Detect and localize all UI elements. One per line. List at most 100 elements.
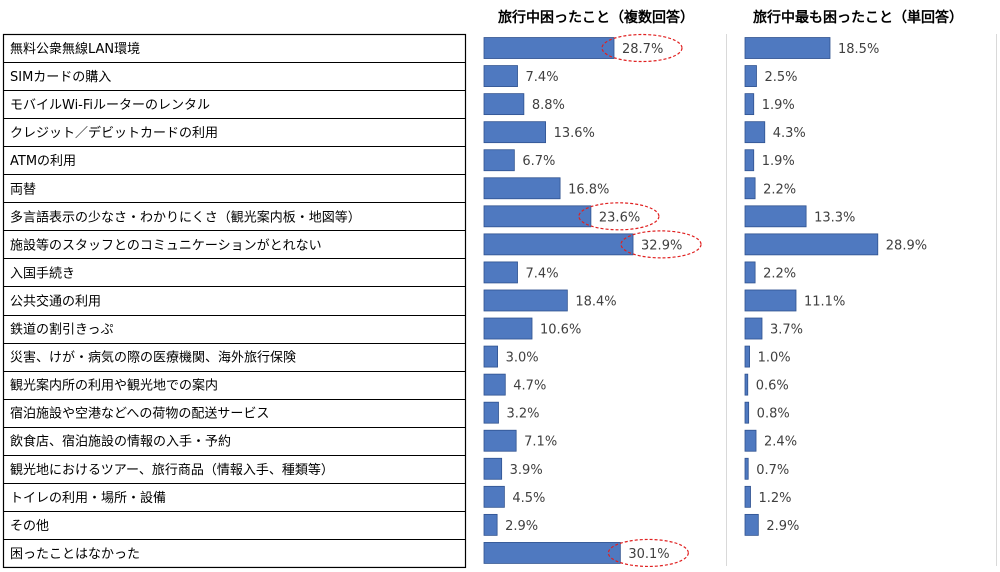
multiple-answer-bar (483, 542, 621, 564)
single-answer-value-label: 1.2% (759, 491, 792, 506)
category-label: 災害、けが・病気の際の医療機関、海外旅行保険 (10, 350, 296, 366)
multiple-answer-value-label: 7.1% (524, 435, 557, 450)
single-answer-bar (744, 373, 749, 396)
single-answer-value-label: 1.0% (758, 351, 791, 366)
multiple-answer-value-label: 8.8% (532, 98, 565, 113)
single-answer-value-label: 2.2% (763, 266, 796, 281)
multiple-answer-value-label: 18.4% (575, 294, 616, 309)
data-labels: 28.7% 7.4% 8.8% 13.6% 6.7% 16.8% 23.6%32.9% 7.4… (505, 42, 927, 562)
category-label: 飲食店、宿泊施設の情報の入手・予約 (10, 434, 231, 450)
category-label: クレジット／デビットカードの利用 (10, 125, 218, 141)
single-answer-bar (744, 177, 756, 200)
single-answer-bar (744, 121, 766, 144)
multiple-answer-value-label: 28.7% (622, 42, 663, 57)
single-answer-bar (744, 457, 749, 480)
multiple-answer-value-label: 13.6% (554, 126, 595, 141)
multiple-answer-bar (483, 373, 506, 396)
multiple-answer-bar (483, 457, 503, 480)
multiple-answer-bar (483, 149, 515, 172)
single-answer-bar (744, 261, 756, 284)
category-label: SIMカードの購入 (10, 70, 111, 85)
single-answer-bar (744, 65, 757, 87)
single-answer-value-label: 13.3% (814, 210, 855, 225)
category-label: 観光案内所の利用や観光地での案内 (10, 378, 218, 394)
category-label: ATMの利用 (10, 154, 76, 169)
multiple-answer-value-label: 4.5% (512, 491, 545, 506)
category-table: 無料公衆無線LAN環境 SIMカードの購入モバイルWi-Fiルーターのレンタルクレ… (2, 33, 467, 569)
multiple-answer-bar (483, 485, 505, 508)
multiple-answer-bar (483, 317, 533, 340)
multiple-answer-value-label: 7.4% (526, 266, 559, 281)
multiple-answer-value-label: 3.0% (506, 351, 539, 366)
category-label: 公共交通の利用 (10, 293, 101, 309)
category-label: 施設等のスタッフとのコミュニケーションがとれない (10, 237, 322, 253)
multiple-answer-value-label: 7.4% (526, 70, 559, 85)
category-label: 観光地におけるツアー、旅行商品（情報入手、種類等） (10, 462, 334, 478)
single-answer-value-label: 0.7% (756, 463, 789, 478)
multiple-answer-bar (483, 65, 518, 87)
multiple-answer-value-label: 30.1% (628, 547, 669, 562)
multiple-answer-value-label: 16.8% (568, 182, 609, 197)
single-answer-bar (744, 485, 751, 508)
bars (483, 37, 879, 564)
multiple-answer-value-label: 3.2% (506, 407, 539, 422)
series-header-multiple: 旅行中困ったこと（複数回答） (498, 9, 694, 26)
category-label: モバイルWi-Fiルーターのレンタル (10, 98, 210, 113)
multiple-answer-value-label: 23.6% (599, 210, 640, 225)
category-label: 鉄道の割引きっぷ (10, 322, 113, 338)
single-answer-bar (744, 429, 757, 452)
series-header-single: 旅行中最も困ったこと（単回答） (753, 9, 963, 26)
highlight-ellipse (601, 33, 683, 63)
single-answer-value-label: 4.3% (773, 126, 806, 141)
category-table-border (2, 33, 467, 569)
single-answer-value-label: 11.1% (804, 294, 845, 309)
multiple-answer-bar (483, 345, 498, 368)
single-answer-value-label: 2.5% (764, 70, 797, 85)
multiple-answer-bar (483, 429, 517, 452)
multiple-answer-value-label: 4.7% (513, 379, 546, 394)
single-answer-value-label: 0.6% (756, 379, 789, 394)
highlight-ellipse (607, 538, 689, 568)
single-answer-bar (744, 289, 797, 312)
multiple-answer-bar (483, 121, 547, 144)
multiple-answer-value-label: 6.7% (522, 154, 555, 169)
multiple-answer-bar (483, 513, 498, 536)
single-answer-value-label: 2.2% (763, 182, 796, 197)
single-answer-bar (744, 93, 755, 116)
highlight-ellipse (620, 230, 702, 259)
category-label: 多言語表示の少なさ・わかりにくさ（観光案内板・地図等） (10, 209, 361, 225)
single-answer-bar (744, 37, 831, 59)
single-answer-bar (744, 317, 763, 340)
multiple-answer-value-label: 2.9% (505, 519, 538, 534)
multiple-answer-bar (483, 233, 634, 256)
category-label: 困ったことはなかった (10, 547, 140, 562)
multiple-answer-bar (483, 93, 525, 116)
multiple-answer-bar (483, 289, 568, 312)
single-answer-value-label: 0.8% (757, 407, 790, 422)
single-answer-bar (744, 513, 759, 536)
single-answer-bar (744, 149, 755, 172)
category-label: 入国手続き (10, 266, 75, 281)
single-answer-value-label: 3.7% (770, 323, 803, 338)
single-answer-value-label: 2.9% (766, 519, 799, 534)
multiple-answer-bar (483, 205, 592, 228)
category-label: 宿泊施設や空港などへの荷物の配送サービス (10, 406, 269, 422)
multiple-answer-bar (483, 177, 561, 200)
single-answer-value-label: 18.5% (838, 42, 879, 57)
series-headers: 旅行中困ったこと（複数回答） 旅行中最も困ったこと（単回答） (498, 9, 963, 26)
category-label: その他 (10, 519, 49, 534)
highlight-ellipses (578, 33, 702, 568)
single-answer-bar (744, 205, 807, 228)
category-label: 両替 (10, 182, 36, 197)
multiple-answer-bar (483, 401, 499, 424)
multiple-answer-bar (483, 261, 518, 284)
category-label: トイレの利用・場所・設備 (10, 490, 166, 506)
multiple-answer-value-label: 3.9% (510, 463, 543, 478)
multiple-answer-value-label: 10.6% (540, 323, 581, 338)
highlight-ellipse (578, 202, 660, 231)
single-answer-value-label: 1.9% (762, 98, 795, 113)
single-answer-value-label: 2.4% (764, 435, 797, 450)
multiple-answer-value-label: 32.9% (641, 238, 682, 253)
single-answer-bar (744, 233, 879, 256)
